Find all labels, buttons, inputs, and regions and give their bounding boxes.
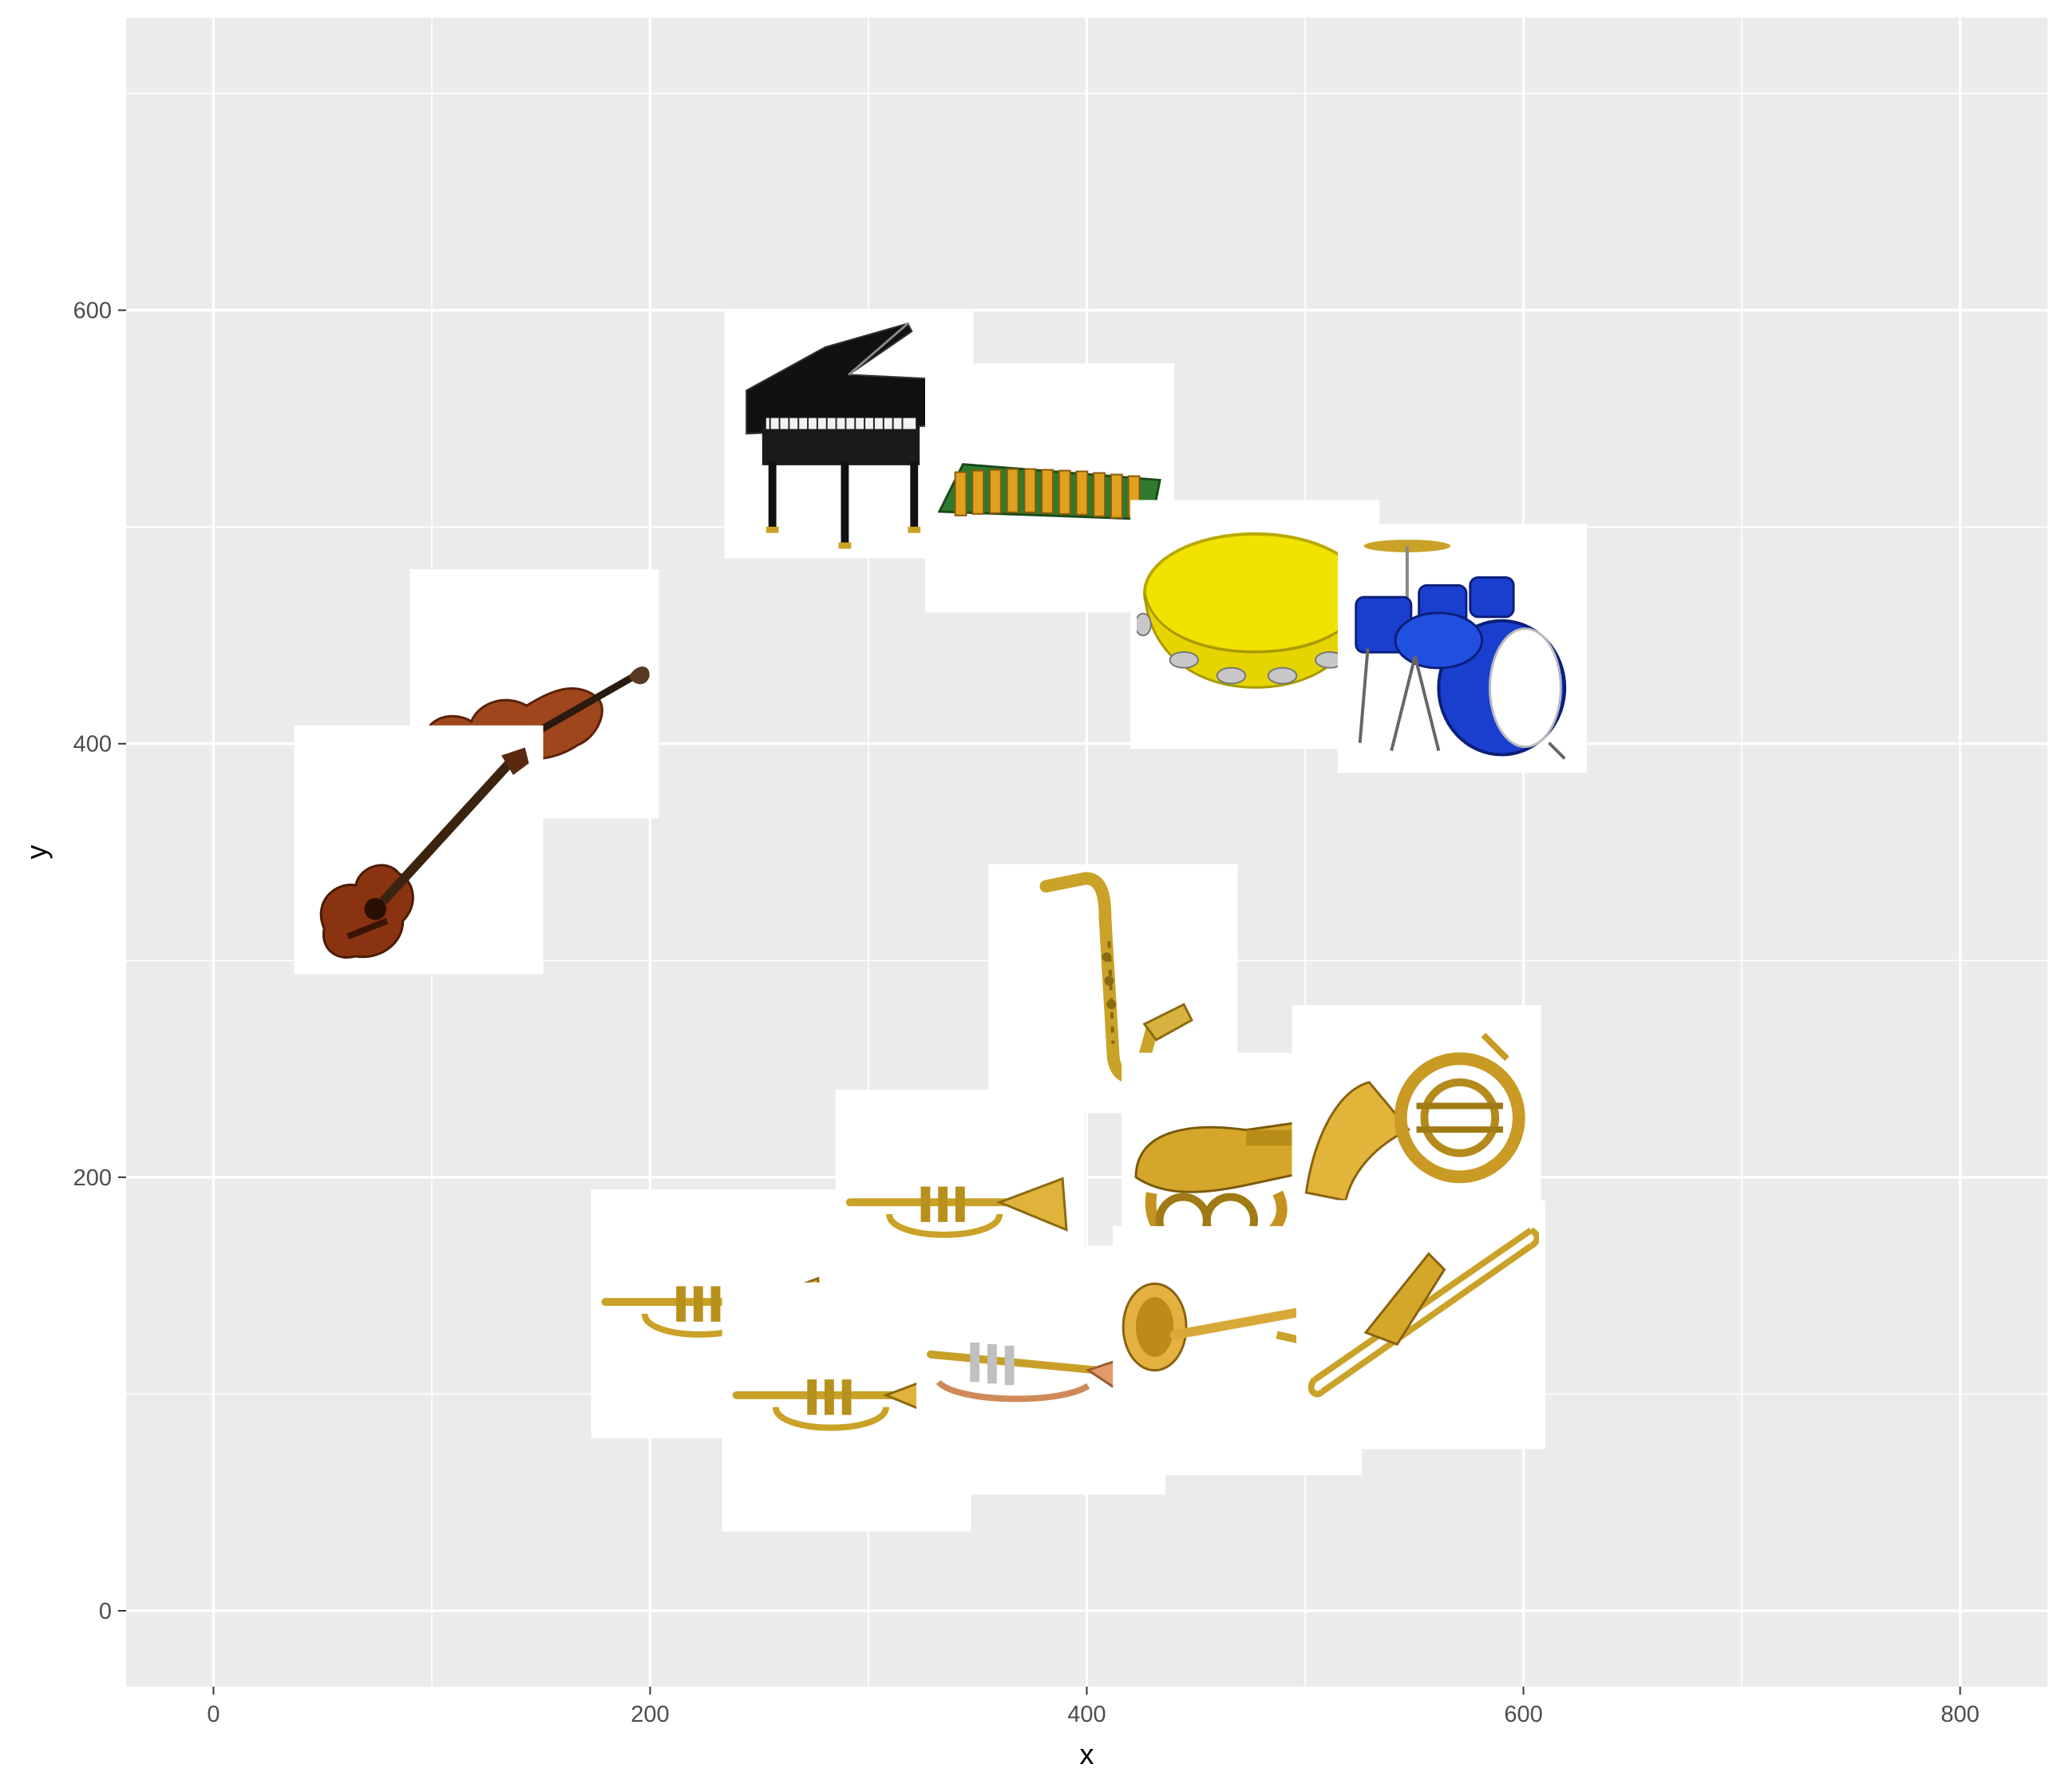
x-tick-label: 600: [1504, 1702, 1542, 1727]
x-axis: 0 200 400 600 800: [207, 1687, 1980, 1727]
x-tick-label: 400: [1067, 1702, 1106, 1727]
x-axis-title: x: [1080, 1738, 1094, 1770]
x-tick-label: 0: [207, 1702, 220, 1727]
y-tick-label: 0: [99, 1599, 112, 1624]
y-tick-label: 200: [73, 1165, 112, 1191]
y-tick-label: 400: [73, 732, 112, 758]
y-axis-title: y: [20, 845, 53, 860]
point-acoustic-guitar-icon: [294, 725, 544, 975]
point-trombone-icon: [1296, 1200, 1545, 1450]
y-tick-label: 600: [73, 299, 112, 324]
x-tick-label: 800: [1940, 1702, 1979, 1727]
point-drum-kit-icon: [1337, 524, 1587, 773]
instrument-points: [294, 309, 1587, 1532]
x-tick-label: 200: [631, 1702, 669, 1727]
y-axis: 0 200 400 600: [73, 299, 126, 1624]
